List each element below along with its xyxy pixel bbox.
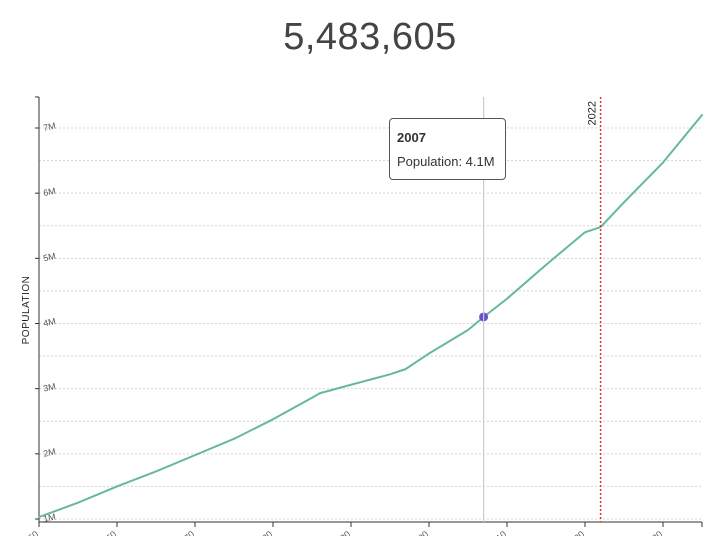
x-tick-label: 1970 (175, 529, 197, 536)
x-tick-label: 1990 (331, 529, 353, 536)
series-layer (38, 113, 703, 519)
y-tick-label: 5M (42, 251, 56, 263)
y-tick-label: 7M (42, 121, 56, 133)
tooltip: 2007 Population: 4.1M (389, 118, 506, 180)
tooltip-text: Population: 4.1M (397, 154, 495, 169)
y-tick-label: 4M (42, 316, 56, 328)
axes: 1M2M3M4M5M6M7M19501960197019801990200020… (19, 96, 703, 536)
x-tick-label: 2020 (565, 529, 587, 536)
reference-line-label: 2022 (587, 101, 599, 125)
big-number: 5,483,605 (283, 16, 457, 58)
y-tick-label: 6M (42, 186, 56, 198)
y-tick-label: 3M (42, 381, 56, 393)
x-tick-label: 1950 (19, 529, 41, 536)
x-tick-label: 2000 (409, 529, 431, 536)
x-tick-label: 1980 (253, 529, 275, 536)
y-axis-title: POPULATION (21, 276, 32, 345)
x-tick-label: 2030 (643, 529, 665, 536)
population-line (38, 113, 703, 519)
gridlines (39, 127, 702, 520)
x-tick-label: 1960 (97, 529, 119, 536)
x-tick-label: 2010 (487, 529, 509, 536)
tooltip-title: 2007 (397, 130, 426, 145)
y-tick-label: 2M (42, 446, 56, 458)
